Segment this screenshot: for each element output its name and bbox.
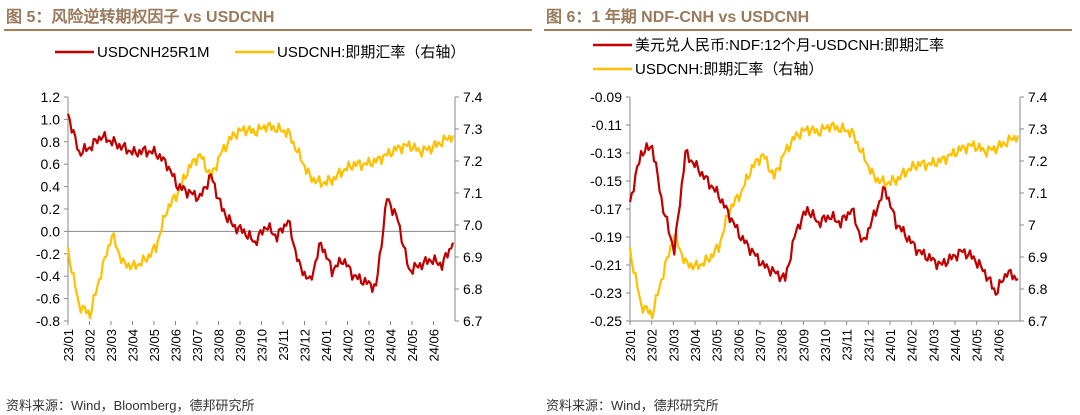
chart-panel-6: 图 6：1 年期 NDF-CNH vs USDCNH -0.09 -0.11 -0.… <box>540 0 1080 415</box>
y-tick-label: 0.0 <box>41 223 61 239</box>
x-tick-label: 24/06 <box>991 329 1006 362</box>
x-tick-label: 23/09 <box>233 329 248 362</box>
x-tick-label: 23/03 <box>666 329 681 362</box>
x-tick-label: 23/04 <box>126 329 141 362</box>
x-tick-label: 23/04 <box>688 329 703 362</box>
y-tick-label: 0.6 <box>41 156 61 172</box>
x-tick-label: 23/07 <box>753 329 768 362</box>
legend-label: USDCNH25R1M <box>97 44 210 61</box>
y-right-tick-label: 7.4 <box>463 89 483 105</box>
x-tick-label: 23/11 <box>276 329 291 361</box>
legend-label: 美元兑人民币:NDF:12个月-USDCNH:即期汇率 <box>635 37 944 54</box>
y-right-tick-label: 7.3 <box>1028 121 1048 137</box>
y-tick-label: -0.4 <box>36 268 60 284</box>
x-tick-label: 24/04 <box>384 329 399 362</box>
x-tick-label: 24/02 <box>341 329 356 362</box>
y-right-tick-label: 7.3 <box>463 121 483 137</box>
y-tick-label: -0.09 <box>590 89 622 105</box>
x-tick-label: 24/05 <box>970 329 985 362</box>
x-tick-label: 23/02 <box>645 329 660 362</box>
y-right-tick-label: 7.1 <box>1028 185 1048 201</box>
x-tick-label: 24/04 <box>948 329 963 362</box>
y-right-tick-label: 6.9 <box>463 249 483 265</box>
y-tick-label: -0.8 <box>36 313 60 329</box>
source-note: 资料来源：Wind，Bloomberg，德邦研究所 <box>6 398 255 413</box>
x-tick-label: 23/11 <box>840 329 855 361</box>
y-tick-label: 0.4 <box>41 179 61 195</box>
y-tick-label: -0.25 <box>590 313 622 329</box>
y-tick-label: 0.2 <box>41 201 61 217</box>
x-tick-label: 23/08 <box>212 329 227 362</box>
chart-svg: -0.09 -0.11 -0.13 -0.15 -0.17 -0.19 -0.21 -0.23… <box>590 37 1048 362</box>
y-right-tick-label: 6.9 <box>1028 249 1048 265</box>
x-tick-label: 23/12 <box>298 329 313 362</box>
series-line-right <box>66 121 455 320</box>
chart-panel-5: 图 5：风险逆转期权因子 vs USDCNH 1.2 1.0 0.8 0.6 0.4 0.… <box>4 9 532 413</box>
series-line-right <box>628 121 1020 320</box>
x-tick-label: 23/08 <box>775 329 790 362</box>
x-tick-label: 23/05 <box>147 329 162 362</box>
y-tick-label: -0.6 <box>36 291 60 307</box>
y-right-tick-label: 7.2 <box>1028 153 1048 169</box>
y-right-tick-label: 7.2 <box>463 153 483 169</box>
y-tick-label: -0.11 <box>591 117 622 133</box>
x-tick-label: 24/01 <box>883 329 898 362</box>
chart-title: 图 6：1 年期 NDF-CNH vs USDCNH <box>546 9 810 26</box>
x-tick-label: 23/03 <box>104 329 119 362</box>
y-right-tick-label: 6.7 <box>463 313 483 329</box>
x-tick-label: 24/02 <box>905 329 920 362</box>
y-right-tick-label: 7 <box>1028 217 1036 233</box>
y-right-tick-label: 7.0 <box>463 217 483 233</box>
x-tick-label: 23/10 <box>818 329 833 362</box>
y-tick-label: 1.0 <box>41 111 61 127</box>
x-tick-label: 23/10 <box>255 329 270 362</box>
y-tick-label: -0.2 <box>36 246 60 262</box>
x-tick-label: 23/01 <box>623 329 638 362</box>
y-right-tick-label: 7.4 <box>1028 89 1048 105</box>
x-tick-label: 24/06 <box>427 329 442 362</box>
x-tick-label: 23/07 <box>190 329 205 362</box>
x-tick-label: 23/01 <box>61 329 76 362</box>
chart-title: 图 5：风险逆转期权因子 vs USDCNH <box>6 9 275 26</box>
title-divider <box>4 29 532 31</box>
title-divider <box>544 29 1072 31</box>
x-tick-label: 23/06 <box>169 329 184 362</box>
y-tick-label: -0.21 <box>590 257 622 273</box>
y-right-tick-label: 6.8 <box>463 281 483 297</box>
y-tick-label: -0.17 <box>590 201 622 217</box>
y-tick-label: -0.13 <box>590 145 622 161</box>
legend-label: USDCNH:即期汇率（右轴） <box>635 61 823 78</box>
x-tick-label: 24/01 <box>319 329 334 362</box>
y-right-tick-label: 6.7 <box>1028 313 1048 329</box>
y-right-tick-label: 7.1 <box>463 185 483 201</box>
x-tick-label: 24/03 <box>926 329 941 362</box>
chart-svg: 1.2 1.0 0.8 0.6 0.4 0.2 0.0 -0.2 -0.4 -0.6 -0.8 7.4… <box>36 44 483 362</box>
x-tick-label: 23/09 <box>796 329 811 362</box>
y-right-tick-label: 6.8 <box>1028 281 1048 297</box>
x-tick-label: 23/02 <box>83 329 98 362</box>
y-tick-label: 0.8 <box>41 134 61 150</box>
series-line-left <box>628 142 1019 296</box>
x-tick-label: 24/05 <box>405 329 420 362</box>
x-tick-label: 23/06 <box>731 329 746 362</box>
y-tick-label: -0.23 <box>590 285 622 301</box>
source-note: 资料来源：Wind，德邦研究所 <box>546 398 719 413</box>
x-tick-label: 23/05 <box>710 329 725 362</box>
y-tick-label: -0.19 <box>590 229 622 245</box>
x-tick-label: 24/03 <box>362 329 377 362</box>
x-tick-label: 23/12 <box>861 329 876 362</box>
series-line-left <box>66 113 455 294</box>
y-tick-label: -0.15 <box>590 173 622 189</box>
legend-label: USDCNH:即期汇率（右轴） <box>277 44 465 61</box>
y-tick-label: 1.2 <box>41 89 61 105</box>
